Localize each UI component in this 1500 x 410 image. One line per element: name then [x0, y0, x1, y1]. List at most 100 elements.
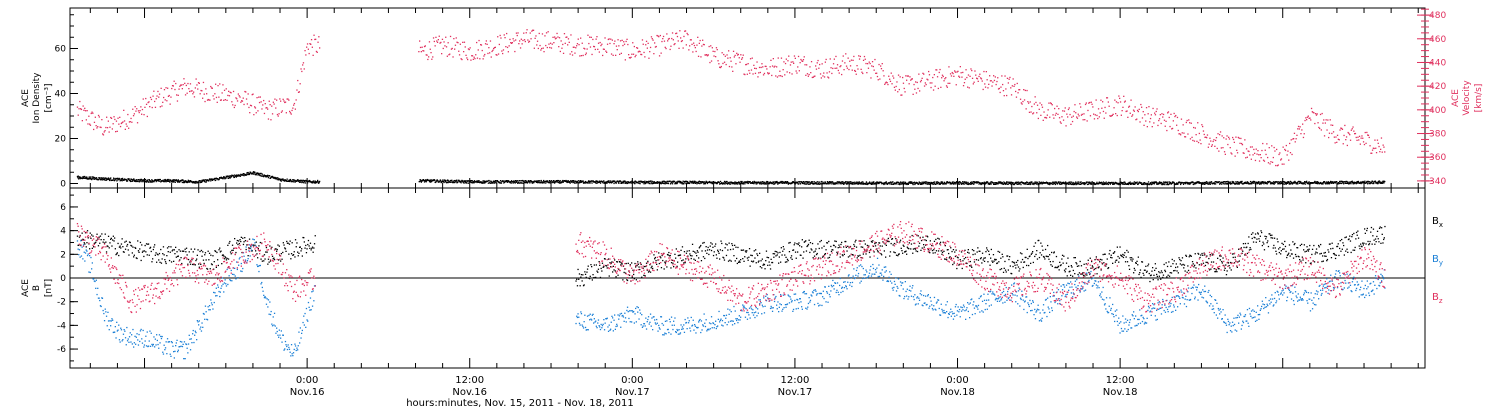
density-series-point — [466, 182, 468, 184]
density-series-point — [1072, 183, 1074, 186]
density-series-point — [1128, 181, 1130, 184]
velocity-series-point — [1322, 122, 1324, 124]
density-series-point — [1107, 182, 1109, 184]
density-series-point — [672, 181, 674, 183]
bx-series-point — [109, 242, 111, 244]
density-series-point — [1287, 181, 1289, 184]
velocity-series-point — [1198, 132, 1200, 135]
velocity-series-point — [193, 96, 196, 98]
density-series-point — [503, 182, 505, 184]
density-series-point — [892, 181, 894, 183]
velocity-series-point — [139, 110, 141, 112]
density-series-point — [1113, 183, 1115, 185]
density-series-point — [236, 174, 238, 176]
density-series-point — [645, 181, 647, 184]
velocity-series-point — [300, 68, 302, 70]
density-series-point — [1262, 182, 1264, 184]
density-series-point — [1168, 181, 1170, 183]
velocity-series-point — [1245, 157, 1247, 159]
velocity-series-point — [609, 42, 611, 45]
density-series-point — [1039, 183, 1041, 185]
velocity-series-point — [972, 83, 974, 85]
density-series-point — [803, 182, 805, 185]
velocity-series-point — [188, 88, 190, 90]
velocity-series-point — [223, 89, 226, 91]
density-series-point — [137, 179, 139, 181]
bx-series-point — [118, 254, 120, 257]
density-series-point — [840, 183, 842, 185]
density-series-point — [1363, 181, 1366, 183]
velocity-series-point — [1197, 122, 1199, 124]
density-series-point — [1252, 182, 1254, 184]
density-series-point — [1052, 181, 1054, 183]
density-series-point — [660, 181, 662, 183]
density-series-point — [1178, 181, 1181, 183]
density-series-point — [941, 182, 943, 184]
density-series-point — [871, 181, 873, 183]
density-series-point — [813, 183, 815, 185]
density-series-point — [1240, 182, 1242, 184]
bx-series-point — [104, 233, 106, 235]
density-series-point — [1028, 183, 1030, 185]
density-series-point — [215, 179, 217, 181]
density-series-point — [1291, 182, 1293, 184]
density-series-point — [284, 180, 286, 182]
velocity-series-point — [635, 54, 637, 56]
density-series-point — [1166, 183, 1168, 186]
velocity-series-point — [1186, 119, 1188, 122]
density-series-point — [481, 182, 483, 184]
density-series-point — [768, 183, 770, 185]
density-series-point — [288, 180, 290, 182]
bx-series-point — [196, 254, 198, 256]
bx-series-point — [105, 251, 108, 253]
density-series-point — [967, 183, 970, 186]
density-series-point — [594, 181, 596, 183]
density-series-point — [469, 181, 472, 183]
velocity-series-point — [162, 101, 164, 103]
bx-series-point — [210, 254, 212, 256]
velocity-series-point — [1286, 154, 1288, 156]
velocity-series-point — [297, 79, 299, 82]
density-series-point — [1203, 182, 1205, 184]
density-series-point — [804, 181, 806, 183]
density-series-point — [934, 181, 936, 183]
density-series-point — [1360, 182, 1362, 185]
density-series-point — [961, 182, 963, 185]
density-series-point — [1308, 181, 1310, 183]
density-series-point — [845, 183, 848, 185]
density-series-point — [730, 181, 733, 183]
density-series-point — [1353, 181, 1355, 183]
velocity-series-point — [938, 71, 940, 74]
velocity-series-point — [429, 48, 431, 50]
density-series-point — [580, 180, 582, 182]
density-series-point — [555, 180, 557, 182]
density-series-point — [763, 182, 766, 184]
velocity-series-point — [1380, 137, 1383, 139]
bx-series-point — [101, 233, 103, 235]
bx-series-point — [145, 243, 148, 245]
density-series-point — [1022, 182, 1024, 184]
density-series-point — [78, 176, 80, 178]
density-series-point — [565, 181, 568, 183]
velocity-series-point — [883, 75, 885, 77]
velocity-series-point — [129, 121, 131, 123]
velocity-series-point — [1289, 142, 1291, 145]
velocity-series-point — [984, 83, 986, 85]
velocity-series-point — [1302, 123, 1304, 125]
velocity-series-point — [1152, 107, 1154, 110]
density-series-point — [493, 182, 495, 184]
velocity-series-point — [1258, 160, 1261, 162]
density-series-point — [815, 181, 817, 184]
velocity-series-point — [665, 47, 667, 50]
density-series-point — [791, 182, 793, 184]
density-series-point — [980, 183, 982, 185]
velocity-series-point — [879, 78, 881, 80]
velocity-series-point — [882, 70, 884, 72]
density-series-point — [662, 182, 664, 184]
velocity-series-point — [1355, 136, 1357, 139]
density-series-point — [1086, 181, 1088, 183]
bx-series-point — [84, 243, 86, 245]
bx-series-point — [201, 255, 203, 257]
density-series-point — [1059, 183, 1061, 185]
velocity-series-point — [1306, 116, 1309, 118]
